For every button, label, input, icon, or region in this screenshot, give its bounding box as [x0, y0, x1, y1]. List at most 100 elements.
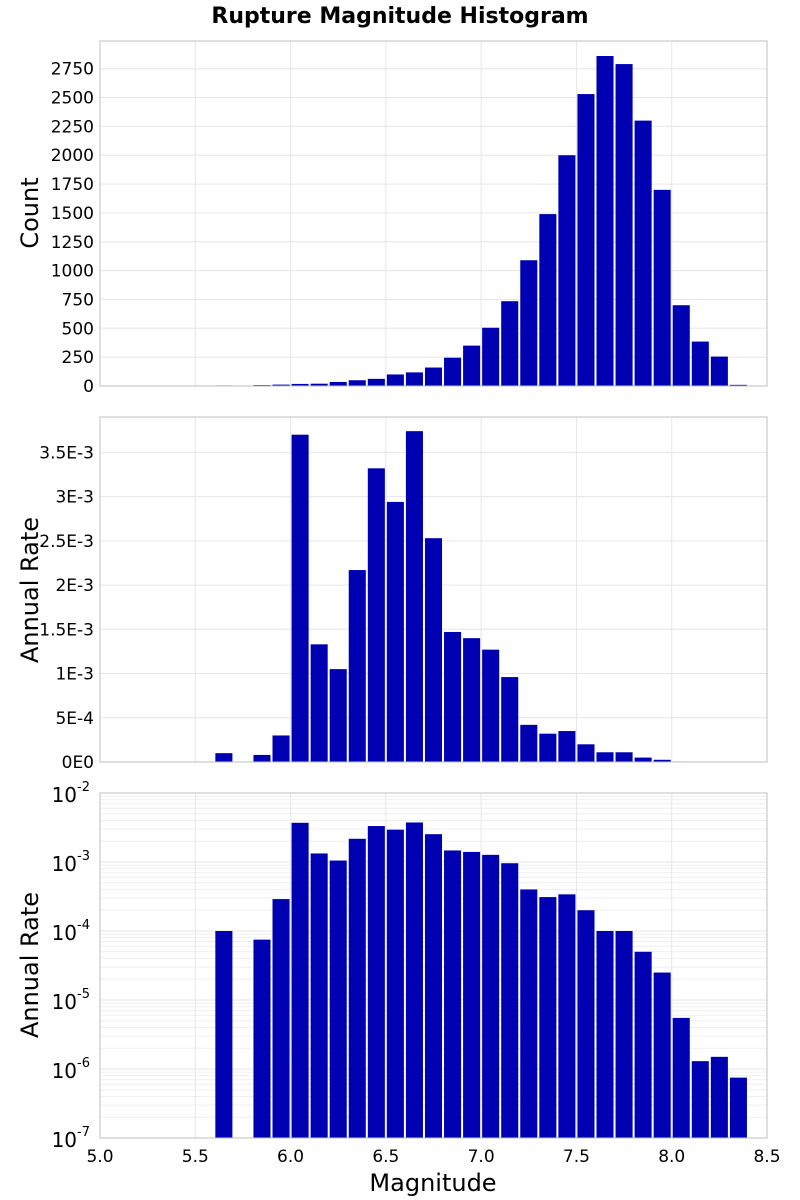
y-tick-label: 2E-3	[55, 576, 94, 596]
histogram-bar	[615, 64, 633, 387]
histogram-bar	[596, 931, 614, 1138]
histogram-bar	[539, 733, 557, 762]
histogram-bar	[291, 383, 309, 386]
x-axis-label: Magnitude	[369, 1169, 496, 1197]
histogram-bar	[653, 759, 671, 762]
histogram-bar	[577, 94, 595, 387]
histogram-bar	[367, 378, 385, 386]
y-tick-label: 1500	[51, 204, 94, 224]
histogram-bar	[386, 829, 404, 1138]
y-tick-label: 250	[62, 348, 94, 368]
plot-frame	[99, 416, 768, 763]
histogram-bar	[501, 677, 519, 762]
y-tick-label: 3.5E-3	[39, 443, 94, 463]
histogram-bar	[463, 638, 481, 762]
histogram-bar	[310, 383, 328, 386]
histogram-bar	[634, 951, 652, 1138]
x-tick-label: 5.0	[86, 1147, 113, 1167]
histogram-bar	[615, 931, 633, 1138]
y-tick-label: 0	[83, 377, 94, 397]
histogram-bar	[634, 120, 652, 386]
x-tick-label: 8.5	[753, 1147, 780, 1167]
histogram-bar	[520, 889, 538, 1138]
panel-rate-linear: 0E0 5E-4 1E-3 1.5E-3 2E-3 2.5E-3 3E-3 3.5E-3 Ann…	[16, 416, 768, 773]
histogram-bar	[291, 434, 309, 762]
histogram-bar	[329, 381, 347, 386]
plot-frame	[99, 40, 768, 387]
histogram-bar	[482, 649, 500, 762]
histogram-bar	[672, 305, 690, 386]
y-tick-label: 500	[62, 319, 94, 339]
histogram-bar	[405, 822, 423, 1138]
histogram-bar	[710, 1056, 728, 1138]
histogram-bar	[463, 345, 481, 386]
histogram-bar	[729, 384, 747, 386]
histogram-bar	[367, 826, 385, 1138]
histogram-bar	[386, 501, 404, 762]
histogram-bar	[272, 735, 290, 762]
histogram-bar	[539, 214, 557, 386]
y-tick-label: 10-6	[52, 1056, 90, 1083]
histogram-bar	[710, 356, 728, 386]
y-tick-label: 10-2	[52, 780, 90, 807]
histogram-bar	[310, 853, 328, 1138]
histogram-bar	[405, 431, 423, 762]
histogram-bar	[463, 851, 481, 1138]
histogram-bar	[653, 972, 671, 1138]
histogram-bar	[691, 1061, 709, 1138]
y-tick-label: 10-3	[52, 849, 90, 876]
histogram-bar	[329, 669, 347, 762]
histogram-bar	[520, 724, 538, 762]
y-tick-label: 1000	[51, 262, 94, 282]
x-tick-label: 8.0	[658, 1147, 685, 1167]
histogram-bar	[596, 752, 614, 762]
histogram-bar	[634, 757, 652, 762]
histogram-bar	[424, 367, 443, 386]
histogram-bar	[539, 897, 557, 1138]
y-tick-label: 2.5E-3	[39, 532, 94, 552]
x-tick-label: 6.0	[277, 1147, 304, 1167]
y-tick-label: 2750	[51, 60, 94, 80]
y-tick-label: 2250	[51, 117, 94, 137]
histogram-bar	[596, 56, 614, 386]
chart-title: Rupture Magnitude Histogram	[211, 4, 588, 29]
histogram-bar	[558, 731, 576, 762]
histogram-bar	[348, 838, 366, 1138]
y-tick-label: 750	[62, 290, 94, 310]
histogram-bar	[215, 753, 233, 762]
histogram-bar	[291, 822, 309, 1138]
x-tick-label: 7.0	[468, 1147, 495, 1167]
histogram-bar	[729, 1077, 747, 1138]
histogram-bar	[444, 357, 462, 386]
histogram-bar	[424, 538, 443, 762]
y-tick-label: 3E-3	[55, 488, 94, 508]
histogram-bar	[444, 850, 462, 1138]
histogram-bar	[653, 189, 671, 386]
y-tick-label: 1250	[51, 233, 94, 253]
histogram-bar	[253, 939, 271, 1138]
plot-frame	[99, 792, 768, 1139]
histogram-bar	[558, 894, 576, 1138]
y-tick-label: 10-7	[52, 1125, 90, 1152]
histogram-bar	[482, 327, 500, 386]
histogram-bar	[405, 372, 423, 386]
histogram-bar	[272, 384, 290, 386]
histogram-bar	[558, 155, 576, 386]
y-tick-label: 10-4	[52, 918, 90, 945]
histogram-bar	[348, 380, 366, 386]
panel-count: 0 250 500 750 1000 1250 1500 1750 2000 2250 2500 27…	[16, 40, 768, 397]
histogram-bar	[272, 899, 290, 1138]
y-tick-label: 2000	[51, 146, 94, 166]
histogram-bar	[520, 260, 538, 386]
histogram-bar	[329, 860, 347, 1138]
x-tick-label: 5.5	[182, 1147, 209, 1167]
histogram-bar	[501, 301, 519, 386]
y-tick-label: 10-5	[52, 987, 90, 1014]
histogram-bar	[348, 570, 366, 762]
histogram-bar	[691, 341, 709, 386]
histogram-bar	[615, 752, 633, 762]
y-axis-label: Annual Rate	[16, 892, 44, 1038]
histogram-bar	[577, 910, 595, 1138]
histogram-bar	[386, 374, 404, 386]
